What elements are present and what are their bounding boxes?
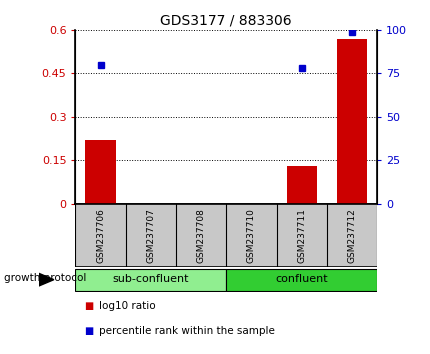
Text: GSM237708: GSM237708 xyxy=(196,208,205,263)
Text: GSM237711: GSM237711 xyxy=(297,208,305,263)
Polygon shape xyxy=(39,273,54,286)
Text: confluent: confluent xyxy=(275,274,327,284)
Text: ■: ■ xyxy=(84,326,93,336)
Text: percentile rank within the sample: percentile rank within the sample xyxy=(99,326,274,336)
Title: GDS3177 / 883306: GDS3177 / 883306 xyxy=(160,13,292,28)
Bar xyxy=(85,140,115,204)
Text: ■: ■ xyxy=(84,301,93,311)
Bar xyxy=(286,166,316,204)
Text: GSM237710: GSM237710 xyxy=(246,208,255,263)
Bar xyxy=(226,268,376,291)
Text: GSM237712: GSM237712 xyxy=(347,208,356,263)
Bar xyxy=(75,268,226,291)
Text: GSM237707: GSM237707 xyxy=(146,208,155,263)
Text: sub-confluent: sub-confluent xyxy=(112,274,189,284)
Text: growth protocol: growth protocol xyxy=(4,273,86,283)
Text: GSM237706: GSM237706 xyxy=(96,208,105,263)
Bar xyxy=(336,39,366,204)
Text: log10 ratio: log10 ratio xyxy=(99,301,155,311)
